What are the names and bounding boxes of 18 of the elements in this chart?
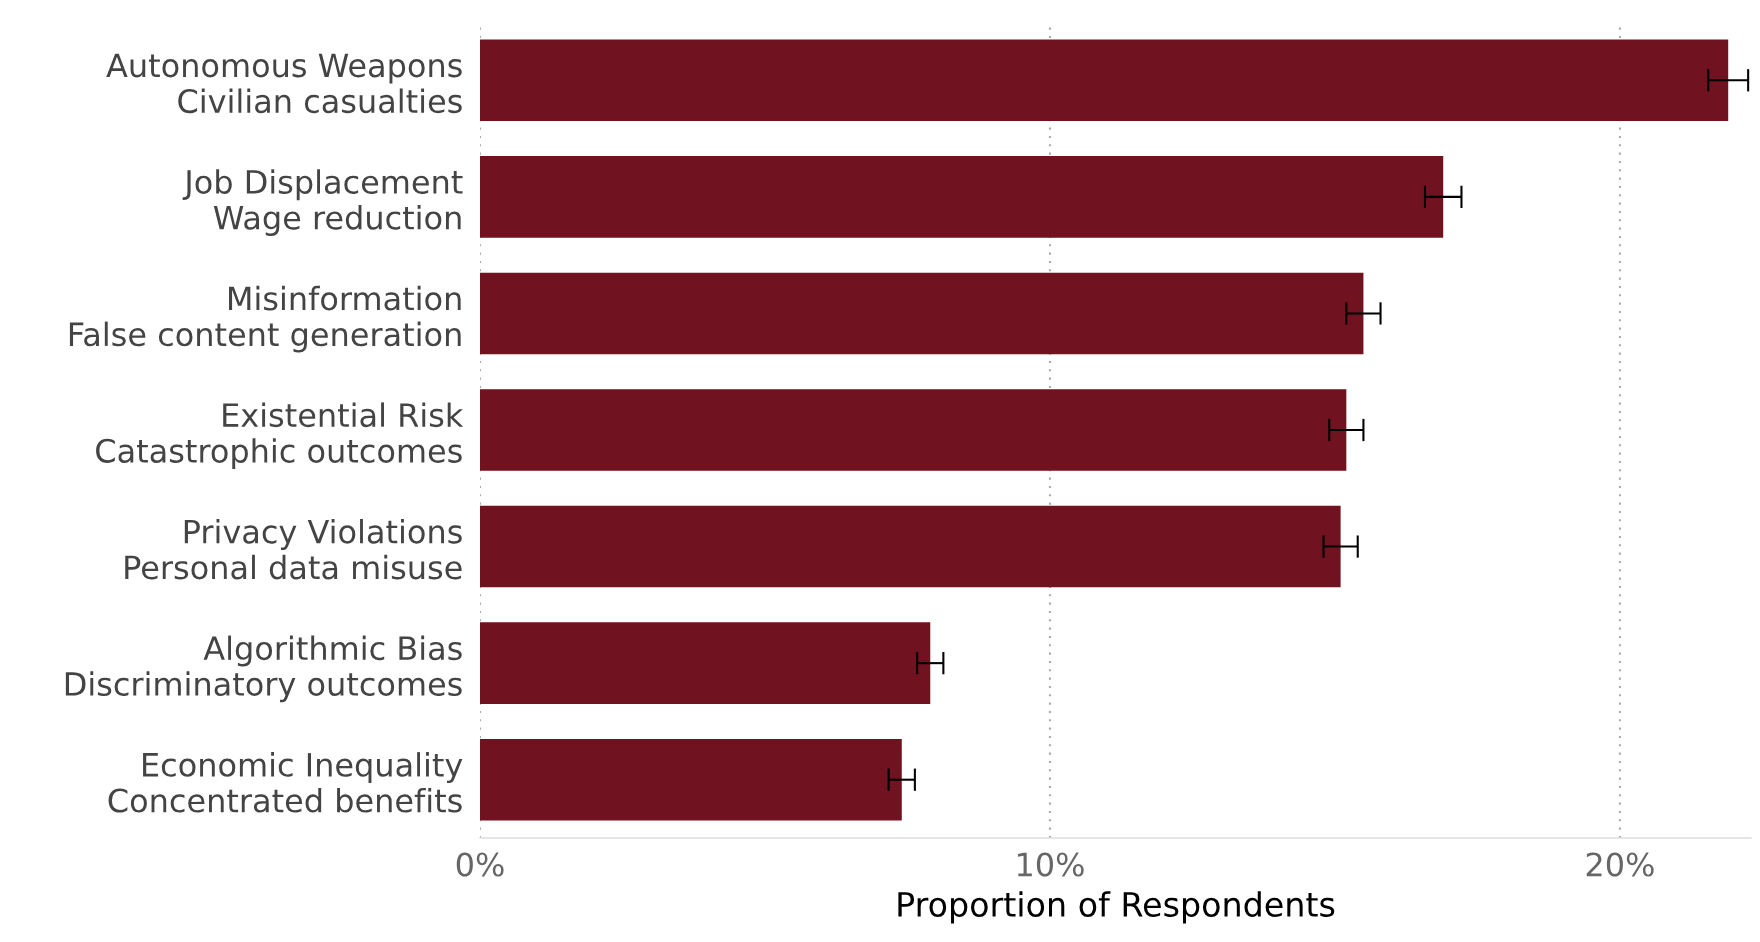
bar <box>480 622 931 704</box>
x-axis-title: Proportion of Respondents <box>898 891 1335 924</box>
y-tick-label: Privacy Violations Personal data misuse <box>125 518 462 580</box>
y-tick-label: Autonomous Weapons Civilian casualties <box>106 53 462 114</box>
bar <box>480 738 902 821</box>
bar <box>480 505 1341 588</box>
y-tick-label: Algorithmic Bias Discriminatory outcomes <box>65 635 462 703</box>
bar <box>480 156 1444 238</box>
y-tick-label: Job Displacement Wage reduction <box>182 169 463 236</box>
x-tick-label: 20% <box>1586 852 1654 877</box>
x-tick-label: 0% <box>456 852 504 877</box>
bar <box>480 39 1729 122</box>
bar <box>480 389 1347 471</box>
y-tick-label: Existential Risk Catastrophic outcomes <box>96 402 464 470</box>
y-tick-label: Economic Inequality Concentrated benefits <box>108 752 463 813</box>
bar <box>480 272 1364 355</box>
y-tick-label: Misinformation False content generation <box>69 285 461 353</box>
x-tick-label: 10% <box>1017 852 1084 877</box>
